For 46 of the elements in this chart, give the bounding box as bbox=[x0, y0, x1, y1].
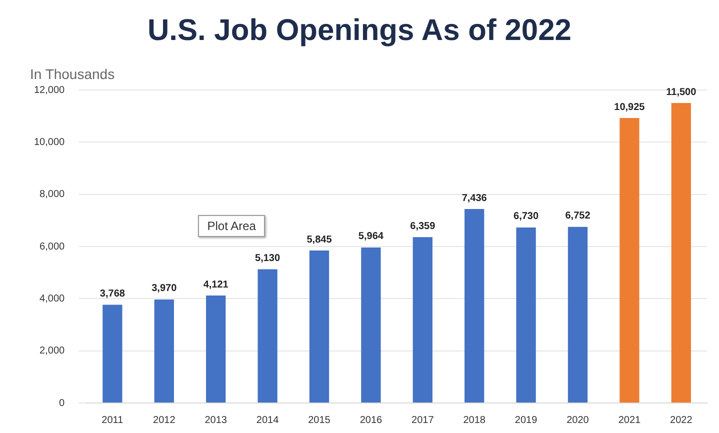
chart-title: U.S. Job Openings As of 2022 bbox=[146, 14, 572, 48]
bar bbox=[309, 250, 330, 402]
x-tick-label: 2022 bbox=[670, 414, 693, 426]
bar bbox=[102, 304, 122, 402]
bar bbox=[206, 296, 226, 402]
x-tick-label: 2012 bbox=[153, 414, 176, 426]
bar bbox=[671, 103, 691, 402]
bar bbox=[516, 227, 536, 402]
data-label: 4,121 bbox=[203, 279, 229, 290]
data-label: 6,359 bbox=[410, 220, 436, 232]
x-tick-label: 2019 bbox=[514, 414, 538, 426]
data-label: 5,964 bbox=[358, 231, 384, 242]
x-tick-label: 2014 bbox=[256, 414, 280, 426]
x-tick-label: 2013 bbox=[204, 414, 228, 426]
y-tick-label: 8,000 bbox=[40, 189, 66, 200]
x-tick-label: 2018 bbox=[463, 414, 486, 426]
bar bbox=[620, 118, 640, 402]
data-label: 10,925 bbox=[614, 102, 646, 113]
bar bbox=[258, 269, 278, 402]
y-tick-label: 6,000 bbox=[40, 241, 66, 252]
x-tick-label: 2021 bbox=[618, 414, 642, 426]
y-tick-label: 10,000 bbox=[34, 136, 66, 148]
data-label: 7,436 bbox=[462, 192, 488, 204]
data-label: 3,970 bbox=[152, 283, 178, 294]
y-axis-title: In Thousands bbox=[30, 66, 115, 82]
y-tick-label: 12,000 bbox=[34, 84, 66, 96]
y-tick-label: 4,000 bbox=[40, 293, 66, 304]
data-label: 5,845 bbox=[306, 234, 332, 246]
data-label: 6,730 bbox=[514, 211, 539, 222]
annotation: Plot Area bbox=[198, 215, 265, 238]
x-tick-label: 2015 bbox=[308, 414, 331, 426]
bar bbox=[412, 237, 432, 402]
x-tick-label: 2017 bbox=[412, 414, 434, 426]
data-label: 6,752 bbox=[565, 210, 591, 222]
bar bbox=[568, 226, 588, 402]
bar bbox=[154, 299, 174, 402]
data-label: 5,130 bbox=[255, 252, 280, 264]
x-tick-label: 2011 bbox=[102, 414, 124, 426]
y-tick-label: 0 bbox=[59, 398, 66, 409]
data-label: 11,500 bbox=[666, 86, 697, 98]
bar bbox=[361, 247, 381, 402]
y-tick-label: 2,000 bbox=[40, 346, 66, 357]
x-tick-label: 2020 bbox=[566, 414, 590, 426]
bar bbox=[464, 209, 484, 402]
data-label: 3,768 bbox=[100, 288, 126, 300]
x-tick-label: 2016 bbox=[360, 414, 382, 426]
